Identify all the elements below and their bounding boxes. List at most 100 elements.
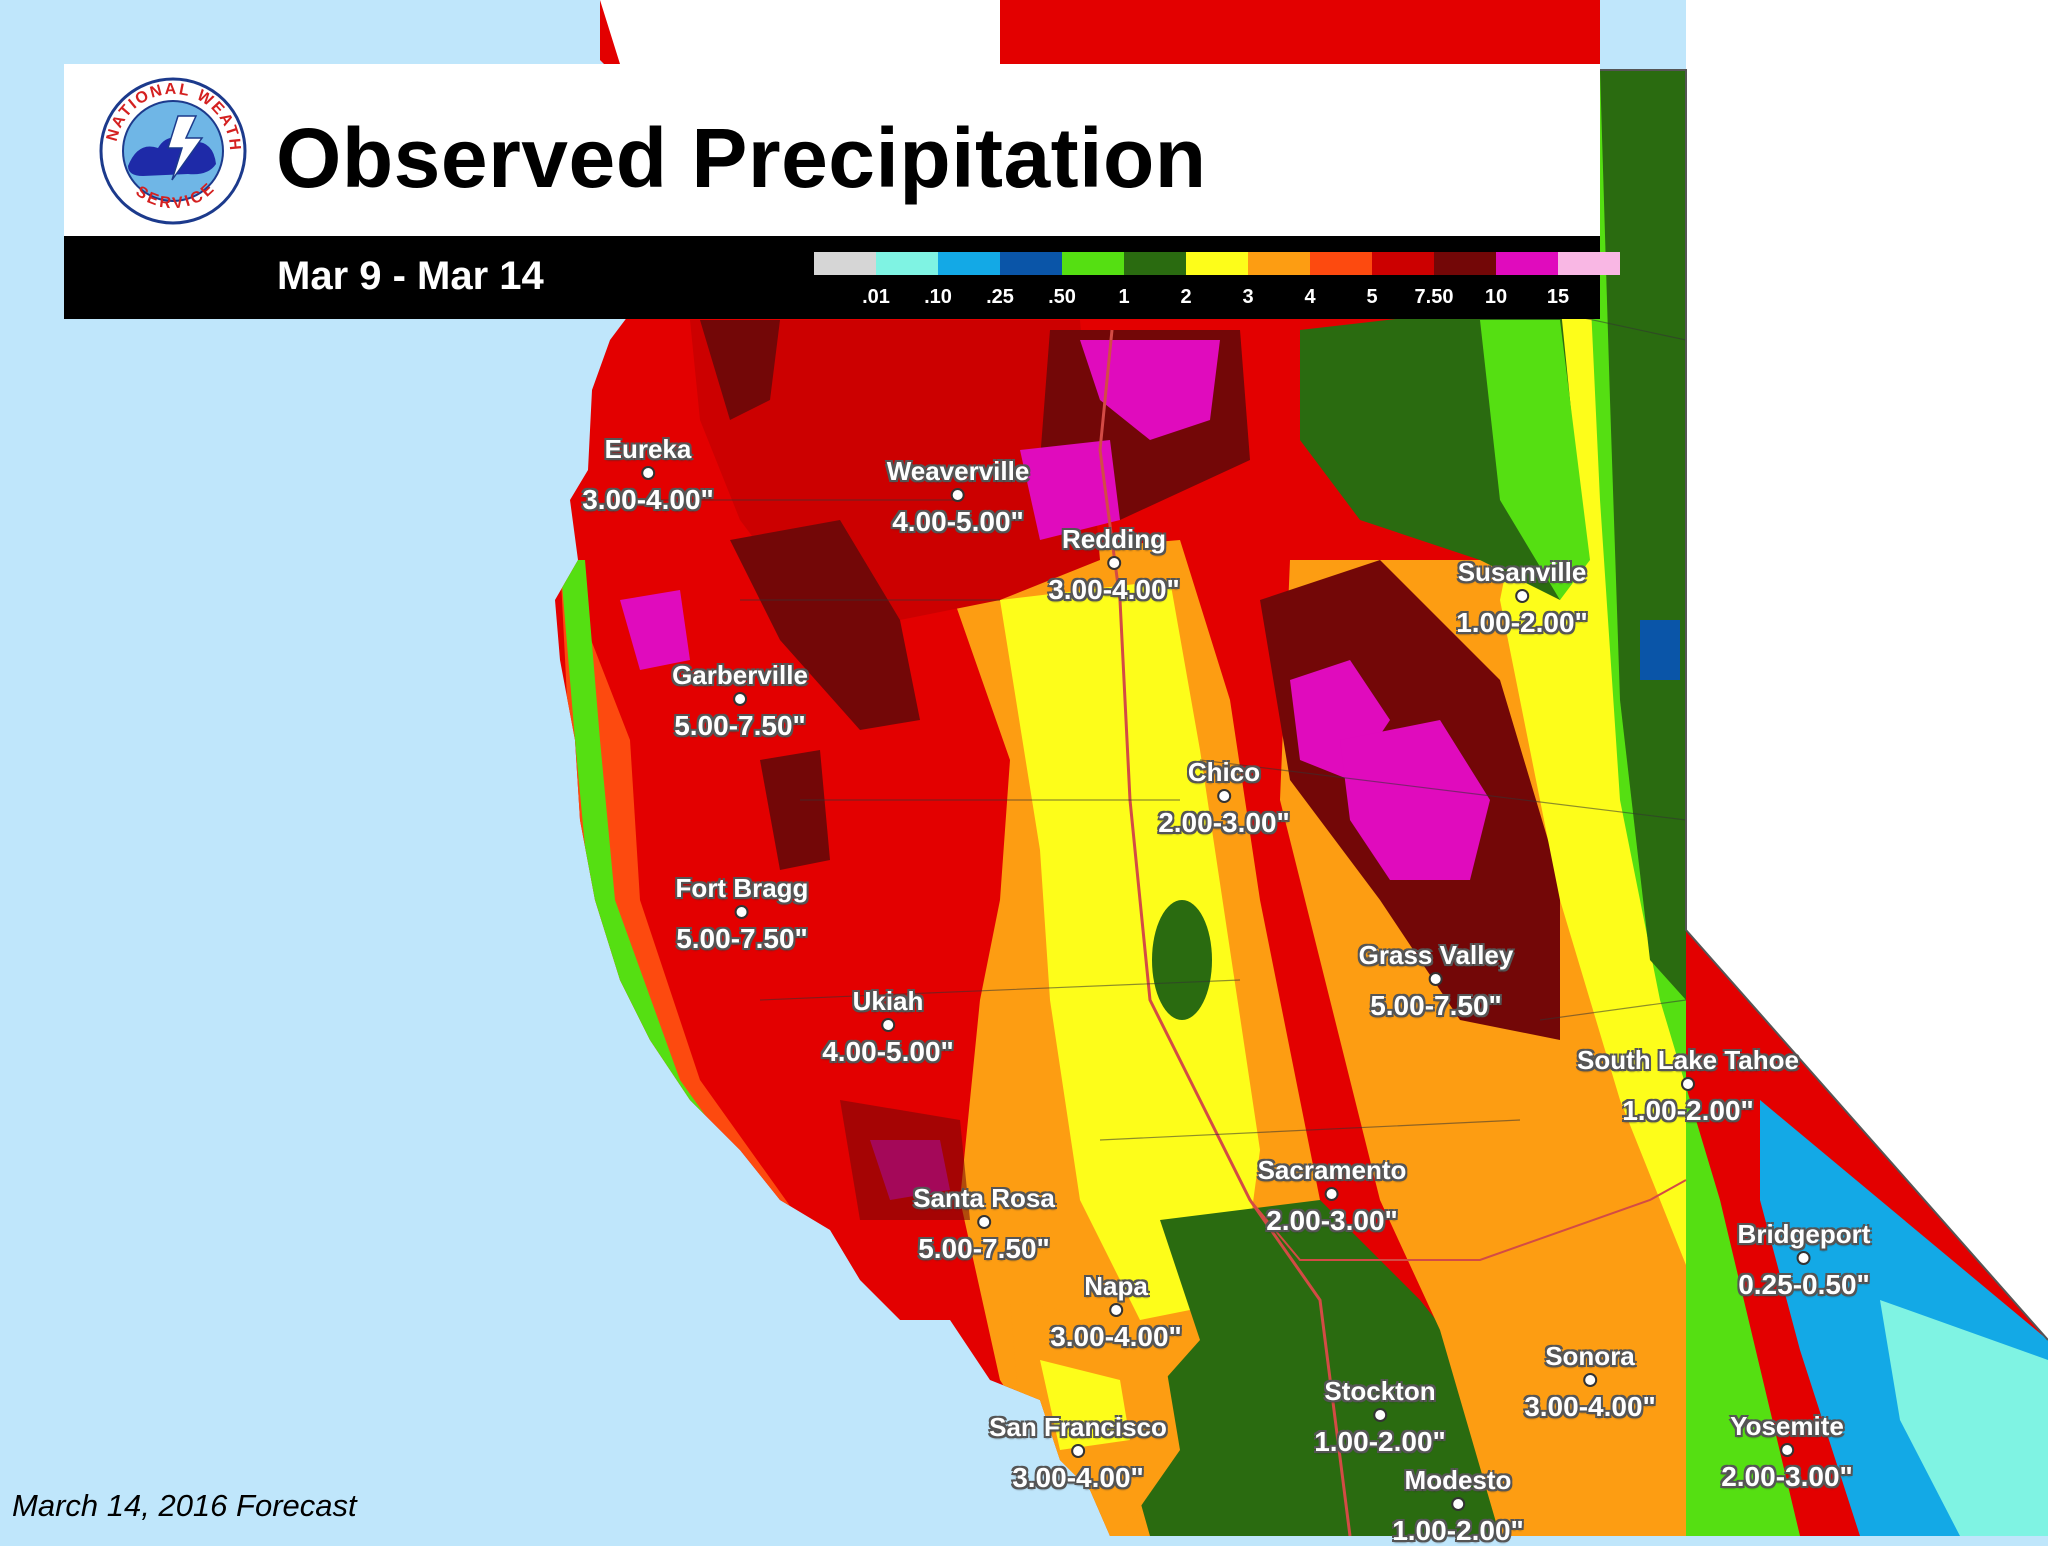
city-marker: Grass Valley 5.00-7.50" <box>1359 942 1514 1020</box>
city-dot <box>881 1018 895 1032</box>
city-name: Ukiah <box>852 986 924 1016</box>
city-dot <box>1429 972 1443 986</box>
city-name: Grass Valley <box>1358 940 1514 970</box>
legend-tick: 15 <box>1546 286 1570 308</box>
city-precip-amount: 2.00-3.00" <box>1158 807 1290 838</box>
city-marker: Santa Rosa 5.00-7.50" <box>913 1185 1055 1263</box>
city-precip-amount: 3.00-4.00" <box>1048 574 1180 605</box>
legend-swatch <box>1372 252 1434 275</box>
city-name: Weaverville <box>886 456 1030 486</box>
city-name: Eureka <box>604 434 692 464</box>
city-precip-amount: 1.00-2.00" <box>1392 1515 1524 1546</box>
city-marker: Sonora 3.00-4.00" <box>1524 1343 1656 1421</box>
city-name: Chico <box>1187 757 1261 787</box>
city-marker: South Lake Tahoe 1.00-2.00" <box>1577 1047 1799 1125</box>
city-marker: Ukiah 4.00-5.00" <box>822 988 954 1066</box>
city-name: Santa Rosa <box>913 1183 1055 1213</box>
city-dot <box>1325 1187 1339 1201</box>
city-marker: Eureka 3.00-4.00" <box>582 436 714 514</box>
legend-tick: 10 <box>1484 286 1508 308</box>
city-precip-amount: 5.00-7.50" <box>676 923 808 954</box>
legend-swatch <box>1062 252 1124 275</box>
city-precip-amount: 5.00-7.50" <box>1370 990 1502 1021</box>
city-name: Sacramento <box>1257 1155 1407 1185</box>
legend-tick: 2 <box>1180 286 1192 308</box>
legend-swatch <box>1434 252 1496 275</box>
legend-swatch <box>1186 252 1248 275</box>
city-precip-amount: 5.00-7.50" <box>674 710 806 741</box>
city-marker: Weaverville 4.00-5.00" <box>887 458 1030 536</box>
city-marker: Napa 3.00-4.00" <box>1050 1273 1182 1351</box>
title-panel: NATIONAL WEATHER SERVICE Observed Precip… <box>64 64 1600 236</box>
city-name: Susanville <box>1457 557 1587 587</box>
legend-tick: 3 <box>1242 286 1254 308</box>
city-precip-amount: 1.00-2.00" <box>1622 1095 1754 1126</box>
map-title: Observed Precipitation <box>276 111 1207 205</box>
legend-swatch <box>1310 252 1372 275</box>
city-dot <box>1583 1373 1597 1387</box>
city-name: San Francisco <box>989 1412 1167 1442</box>
date-bar: Mar 9 - Mar 14 .01 .10 .25 .50 1 2 3 4 5 7.50 10 15 <box>64 236 1620 319</box>
city-marker: Chico 2.00-3.00" <box>1158 759 1290 837</box>
city-precip-amount: 3.00-4.00" <box>1050 1321 1182 1352</box>
legend-tick: .50 <box>1048 286 1076 308</box>
city-marker: Susanville 1.00-2.00" <box>1456 559 1588 637</box>
city-precip-amount: 0.25-0.50" <box>1738 1269 1870 1300</box>
forecast-date: March 14, 2016 Forecast <box>12 1488 357 1523</box>
city-dot <box>1451 1497 1465 1511</box>
city-name: Redding <box>1062 524 1166 554</box>
city-name: Garberville <box>672 660 808 690</box>
city-name: Yosemite <box>1730 1411 1844 1441</box>
city-dot <box>1070 1444 1085 1458</box>
legend-tick: .01 <box>862 286 890 308</box>
legend-swatch <box>1496 252 1558 275</box>
nws-logo: NATIONAL WEATHER SERVICE <box>98 76 247 225</box>
city-name: Napa <box>1084 1271 1148 1301</box>
legend-tick: 5 <box>1366 286 1378 308</box>
city-dot <box>1515 589 1529 603</box>
legend-tick: .25 <box>986 286 1014 308</box>
city-name: Stockton <box>1324 1376 1436 1406</box>
city-dot <box>1681 1077 1695 1091</box>
city-marker: Fort Bragg 5.00-7.50" <box>676 875 809 953</box>
city-name: South Lake Tahoe <box>1577 1045 1799 1075</box>
date-range: Mar 9 - Mar 14 <box>277 254 544 298</box>
city-precip-amount: 2.00-3.00" <box>1721 1461 1853 1492</box>
city-dot <box>951 488 965 502</box>
legend-swatch <box>876 252 938 275</box>
legend-swatch <box>1248 252 1310 275</box>
city-dot <box>1109 1303 1123 1317</box>
city-precip-amount: 1.00-2.00" <box>1456 607 1588 638</box>
city-dot <box>734 905 749 919</box>
city-marker: Stockton 1.00-2.00" <box>1314 1378 1446 1456</box>
city-dot <box>641 466 655 480</box>
city-marker: San Francisco 3.00-4.00" <box>989 1414 1167 1492</box>
legend-tick: 4 <box>1304 286 1316 308</box>
legend-swatch <box>1558 252 1620 275</box>
city-dot <box>1780 1443 1794 1457</box>
city-marker: Bridgeport 0.25-0.50" <box>1738 1221 1871 1299</box>
legend-tick: .10 <box>924 286 952 308</box>
city-marker: Redding 3.00-4.00" <box>1048 526 1180 604</box>
city-precip-amount: 4.00-5.00" <box>892 506 1024 537</box>
city-precip-amount: 4.00-5.00" <box>822 1036 954 1067</box>
city-name: Fort Bragg <box>675 873 809 903</box>
city-dot <box>1217 789 1231 803</box>
city-precip-amount: 1.00-2.00" <box>1314 1426 1446 1457</box>
city-dot <box>1107 556 1121 570</box>
city-name: Modesto <box>1404 1465 1512 1495</box>
legend-tick: 7.50 <box>1414 286 1454 308</box>
city-marker: Sacramento 2.00-3.00" <box>1258 1157 1407 1235</box>
city-name: Sonora <box>1545 1341 1635 1371</box>
city-precip-amount: 3.00-4.00" <box>1524 1391 1656 1422</box>
city-precip-amount: 2.00-3.00" <box>1266 1205 1398 1236</box>
legend-swatch <box>814 252 876 275</box>
header-banner: NATIONAL WEATHER SERVICE Observed Precip… <box>64 64 1620 319</box>
city-dot <box>976 1215 991 1229</box>
city-marker: Yosemite 2.00-3.00" <box>1721 1413 1853 1491</box>
legend-swatch <box>1124 252 1186 275</box>
city-precip-amount: 3.00-4.00" <box>582 484 714 515</box>
city-dot <box>732 692 747 706</box>
city-dot <box>1373 1408 1387 1422</box>
city-marker: Garberville 5.00-7.50" <box>672 662 808 740</box>
